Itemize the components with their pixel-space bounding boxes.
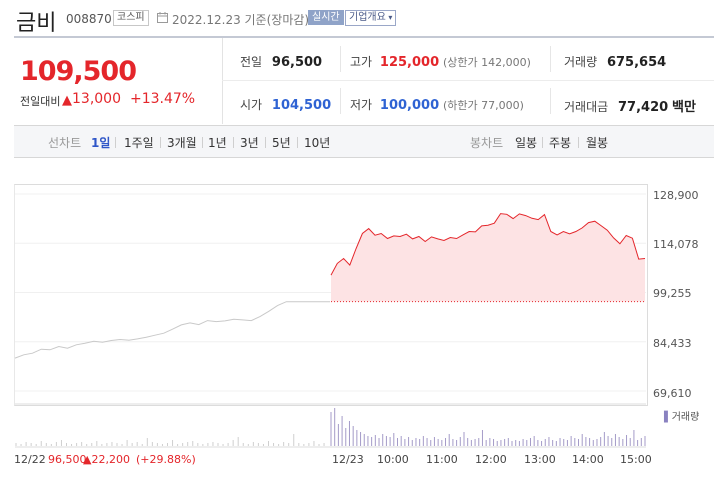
tab-separator (233, 137, 234, 148)
low-value: 100,000 (379, 98, 440, 113)
tab-1day[interactable]: 1일 (91, 136, 111, 150)
prev-day-percent: (+29.88%) (136, 453, 196, 466)
x-label: 12:00 (475, 453, 507, 466)
price-summary (14, 38, 223, 124)
company-info-dropdown[interactable]: 기업개요 ▾ (345, 10, 397, 26)
tab-1week[interactable]: 1주일 (124, 136, 154, 150)
tab-5year[interactable]: 5년 (272, 136, 291, 150)
tab-separator (202, 137, 203, 148)
tab-separator (578, 137, 579, 148)
tab-10year[interactable]: 10년 (304, 136, 331, 150)
prev-day-change: ▲22,200 (83, 453, 130, 466)
x-label: 10:00 (377, 453, 409, 466)
quote-col-divider (340, 88, 341, 114)
open-label: 시가 (240, 98, 263, 112)
base-date: 2022.12.23 기준(장마감) (172, 13, 310, 27)
x-label: 13:00 (524, 453, 556, 466)
y-tick-label: 99,255 (653, 287, 692, 300)
x-label-prev-date: 12/22 (14, 453, 46, 466)
tab-3year[interactable]: 3년 (240, 136, 259, 150)
y-tick-label: 69,610 (653, 387, 692, 400)
upper-limit: (상한가 142,000) (442, 56, 531, 69)
prev-day-change-value: 22,200 (91, 453, 130, 466)
up-arrow-icon: ▲ (83, 453, 92, 466)
tab-separator (115, 137, 116, 148)
high-label: 고가 (350, 55, 373, 69)
tab-daily-candle[interactable]: 일봉 (515, 136, 538, 150)
prev-day-price: 96,500 (48, 453, 87, 466)
chart-tab-bar (14, 125, 714, 158)
quote-row-divider (222, 80, 714, 81)
y-tick-label: 128,900 (653, 189, 699, 202)
volume-legend: ▌거래량 (664, 408, 699, 423)
line-chart-label: 선차트 (48, 136, 82, 150)
amount-label: 거래대금 (564, 100, 609, 114)
quote-amount: 거래대금 77,420 백만 (564, 96, 696, 115)
quote-col-divider (550, 88, 551, 114)
quote-prev: 전일 96,500 (240, 53, 322, 70)
quote-high: 고가 125,000 (상한가 142,000) (350, 53, 531, 70)
change-percent: +13.47% (130, 91, 196, 107)
series-prev-day-line (14, 301, 330, 359)
volume-value: 675,654 (606, 55, 667, 70)
series-today-area (331, 213, 645, 302)
y-tick-label: 84,433 (653, 337, 692, 350)
low-label: 저가 (350, 98, 373, 112)
chevron-down-icon: ▾ (385, 13, 393, 22)
prev-label: 전일 (240, 55, 263, 69)
y-tick-label: 114,078 (653, 238, 699, 251)
tab-separator (160, 137, 161, 148)
change-label: 전일대비 (20, 95, 61, 108)
current-price: 109,500 (20, 56, 137, 87)
quote-col-divider (550, 46, 551, 72)
quote-low: 저가 100,000 (하한가 77,000) (350, 96, 524, 113)
stock-code: 008870 (66, 12, 112, 26)
x-label: 14:00 (572, 453, 604, 466)
market-badge: 코스피 (113, 10, 149, 26)
quote-volume: 거래량 675,654 (564, 53, 666, 70)
high-value: 125,000 (379, 55, 440, 70)
volume-legend-label: 거래량 (671, 412, 700, 423)
up-arrow-icon: ▲ (62, 93, 72, 108)
open-value: 104,500 (271, 98, 332, 113)
tab-monthly-candle[interactable]: 월봉 (586, 136, 609, 150)
calendar-icon (157, 12, 168, 23)
realtime-button[interactable]: 실시간 (308, 10, 344, 25)
tab-separator (297, 137, 298, 148)
series-today-line (330, 213, 646, 276)
header-divider (14, 36, 714, 38)
amount-unit: 백만 (672, 100, 696, 115)
tab-separator (265, 137, 266, 148)
prev-value: 96,500 (271, 55, 323, 70)
volume-label: 거래량 (564, 55, 598, 69)
stock-name: 금비 (16, 11, 57, 36)
change-amount: 13,000 (72, 91, 121, 107)
tab-3month[interactable]: 3개월 (167, 136, 197, 150)
quote-open: 시가 104,500 (240, 96, 331, 113)
x-label: 12/23 (332, 453, 364, 466)
company-info-label: 기업개요 (349, 12, 386, 23)
tab-separator (542, 137, 543, 148)
chart-frame (14, 184, 648, 406)
quote-col-divider (340, 46, 341, 72)
candle-chart-label: 봉차트 (470, 136, 504, 150)
tab-weekly-candle[interactable]: 주봉 (549, 136, 572, 150)
x-label: 15:00 (620, 453, 652, 466)
lower-limit: (하한가 77,000) (442, 99, 524, 112)
volume-legend-swatch: ▌ (664, 412, 672, 423)
tab-1year[interactable]: 1년 (208, 136, 227, 150)
x-label: 11:00 (426, 453, 458, 466)
amount-value: 77,420 (618, 100, 669, 115)
